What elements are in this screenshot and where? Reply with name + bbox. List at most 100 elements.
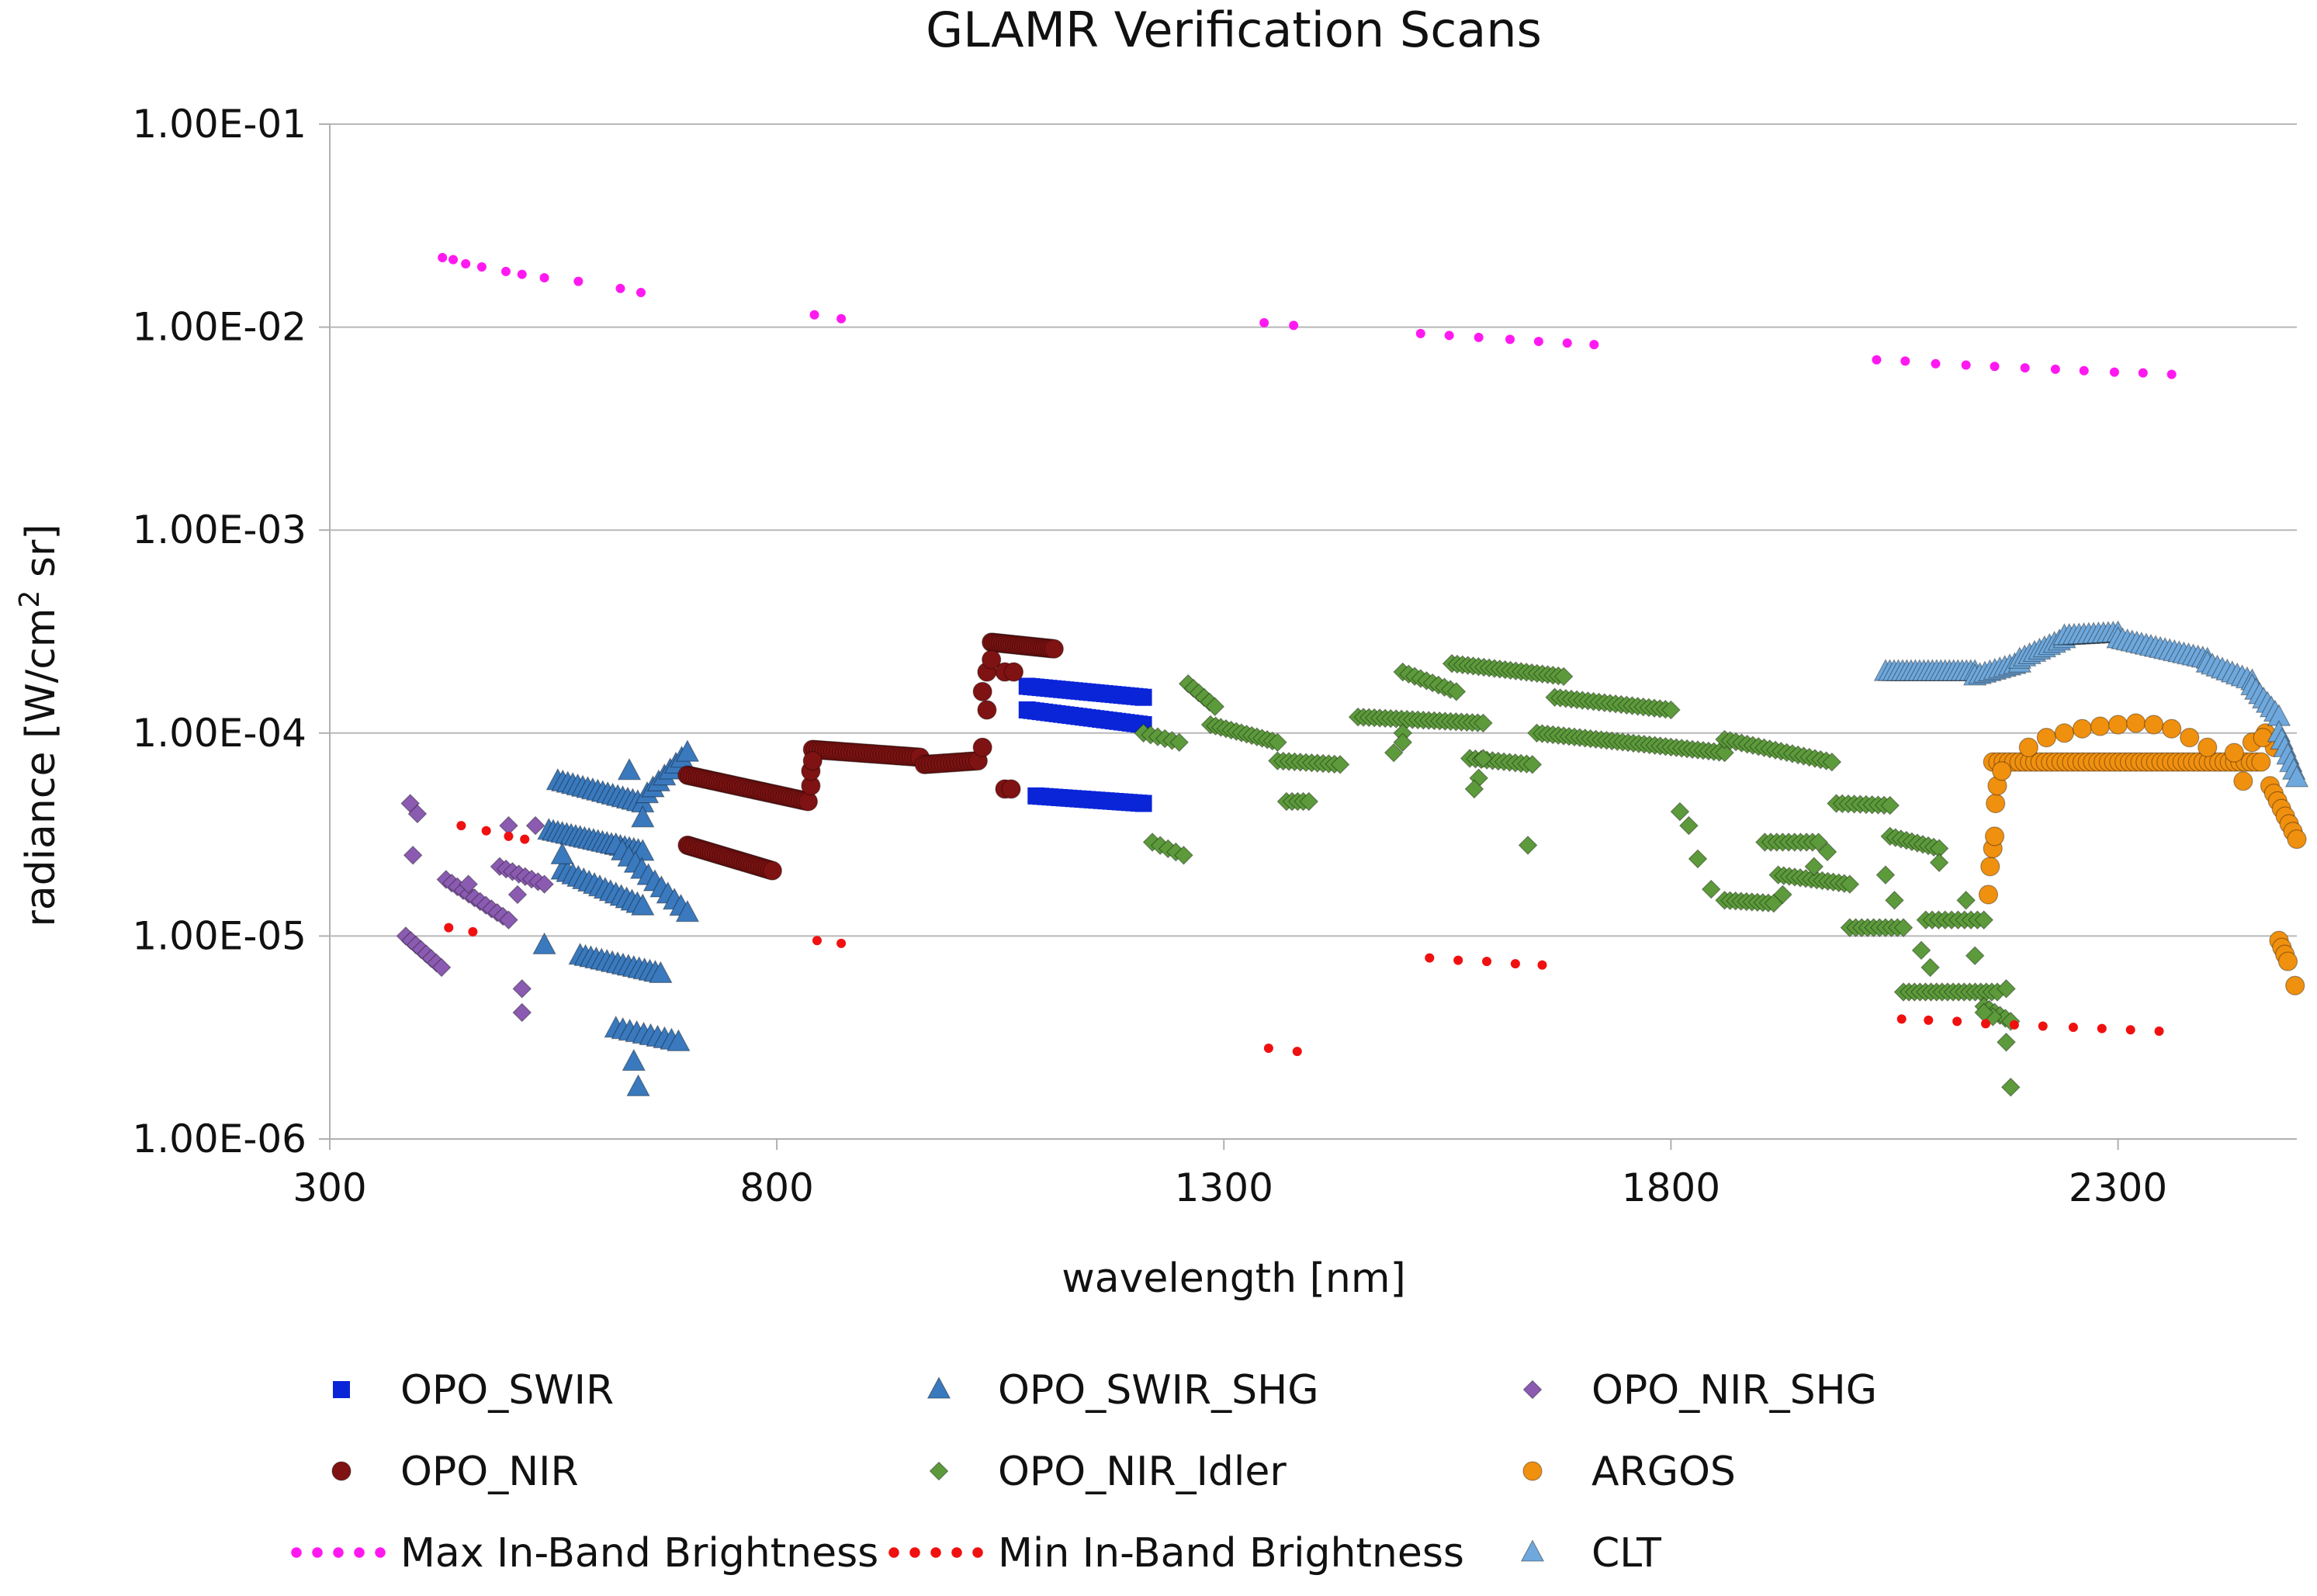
- data-point: [1384, 743, 1404, 763]
- data-point: [1003, 662, 1024, 682]
- data-point: [630, 805, 655, 828]
- legend-label: Min In-Band Brightness: [998, 1530, 1464, 1577]
- data-point: [1474, 332, 1484, 342]
- data-point: [1965, 946, 1985, 966]
- data-point: [407, 804, 428, 824]
- data-point: [972, 681, 992, 702]
- legend-item-argos: ARGOS: [1522, 1449, 1736, 1495]
- data-point: [617, 757, 642, 781]
- data-point: [499, 910, 518, 930]
- data-point: [1670, 801, 1690, 822]
- y-axis-title-sup: 2: [14, 590, 46, 608]
- data-point: [977, 700, 997, 720]
- data-point: [1134, 688, 1152, 706]
- legend-label: OPO_SWIR: [400, 1367, 614, 1414]
- legend-item-opo-nir: OPO_NIR: [331, 1449, 579, 1495]
- legend-marker: [909, 1547, 920, 1558]
- data-point: [532, 932, 556, 955]
- data-point: [636, 288, 646, 298]
- data-point: [1840, 874, 1860, 895]
- data-point: [2277, 951, 2298, 971]
- data-point: [517, 269, 527, 279]
- legend: OPO_SWIR OPO_SWIR_SHG OPO_NIR_SHG OPO_NIR OP…: [291, 1367, 1877, 1577]
- data-point: [675, 739, 700, 762]
- data-point: [1259, 318, 1269, 328]
- data-point: [1997, 978, 2016, 999]
- legend-marker: [972, 1547, 983, 1558]
- data-point: [2285, 975, 2305, 995]
- series-min-in-band-brightness: [444, 821, 2164, 1057]
- data-point: [1299, 791, 1319, 812]
- data-point: [1289, 320, 1299, 331]
- grid: [330, 123, 2297, 937]
- y-axis-title: radiance [W/cm2 sr]: [14, 524, 64, 926]
- series-opo-swir-shg: [532, 739, 700, 1096]
- data-point: [2107, 715, 2128, 735]
- data-point: [1688, 849, 1708, 869]
- series-opo-nir: [677, 632, 1064, 881]
- data-point: [836, 938, 847, 948]
- data-point: [2233, 771, 2253, 791]
- data-point: [504, 831, 514, 841]
- legend-item-opo-swir: OPO_SWIR: [333, 1367, 614, 1414]
- data-point: [1893, 918, 1914, 937]
- legend-marker: [926, 1376, 951, 1399]
- legend-label: OPO_NIR_SHG: [1591, 1367, 1877, 1414]
- data-point: [1822, 752, 1842, 772]
- x-axis-title: wavelength [nm]: [1062, 1255, 1406, 1302]
- data-point: [2038, 1021, 2048, 1031]
- legend-label: OPO_NIR: [400, 1449, 579, 1495]
- data-point: [1425, 953, 1435, 963]
- data-point: [1952, 1016, 1962, 1026]
- x-tick-label: 800: [739, 1165, 813, 1210]
- data-point: [1537, 960, 1547, 970]
- data-point: [1986, 793, 2006, 814]
- legend-label: OPO_NIR_Idler: [998, 1449, 1287, 1495]
- data-point: [2166, 369, 2177, 379]
- data-point: [1885, 890, 1904, 910]
- y-tick-label: 1.00E-02: [132, 305, 307, 350]
- x-tick-label: 2300: [2069, 1165, 2167, 1210]
- data-point: [630, 893, 655, 916]
- data-point: [2224, 743, 2244, 763]
- data-point: [675, 899, 700, 923]
- data-point: [481, 826, 491, 836]
- data-point: [1505, 334, 1515, 344]
- legend-marker: [333, 1381, 350, 1398]
- plot-area: [396, 253, 2309, 1097]
- data-point: [1474, 749, 1493, 768]
- data-point: [2009, 1020, 2019, 1030]
- axes: [319, 123, 2297, 1150]
- data-point: [1169, 732, 1190, 753]
- data-point: [1330, 754, 1350, 774]
- y-tick-label: 1.00E-05: [132, 913, 307, 958]
- data-point: [550, 842, 574, 864]
- data-point: [468, 926, 478, 936]
- series-opo-swir: [1018, 677, 1152, 812]
- data-point: [622, 1048, 646, 1072]
- data-point: [573, 276, 584, 286]
- data-point: [982, 649, 1002, 670]
- data-point: [1044, 639, 1064, 659]
- data-point: [1900, 356, 1910, 366]
- data-point: [1804, 857, 1824, 877]
- data-point: [2097, 1023, 2107, 1033]
- data-point: [2180, 728, 2200, 748]
- legend-marker: [1520, 1539, 1545, 1562]
- data-point: [2054, 723, 2075, 743]
- data-point: [2253, 728, 2273, 748]
- data-point: [2284, 764, 2309, 788]
- legend-marker: [291, 1547, 302, 1558]
- data-point: [2154, 1026, 2164, 1036]
- data-point: [2138, 368, 2148, 378]
- data-point: [1679, 815, 1699, 836]
- y-tick-label: 1.00E-04: [132, 711, 307, 756]
- x-tick-labels: 300 800 1300 1800 2300: [293, 1165, 2167, 1210]
- data-point: [2251, 752, 2271, 772]
- y-axis-title-main: radiance [W/cm: [18, 608, 64, 927]
- data-point: [2036, 728, 2056, 748]
- data-point: [1911, 940, 1931, 961]
- data-point: [1562, 338, 1572, 348]
- data-point: [512, 1002, 532, 1023]
